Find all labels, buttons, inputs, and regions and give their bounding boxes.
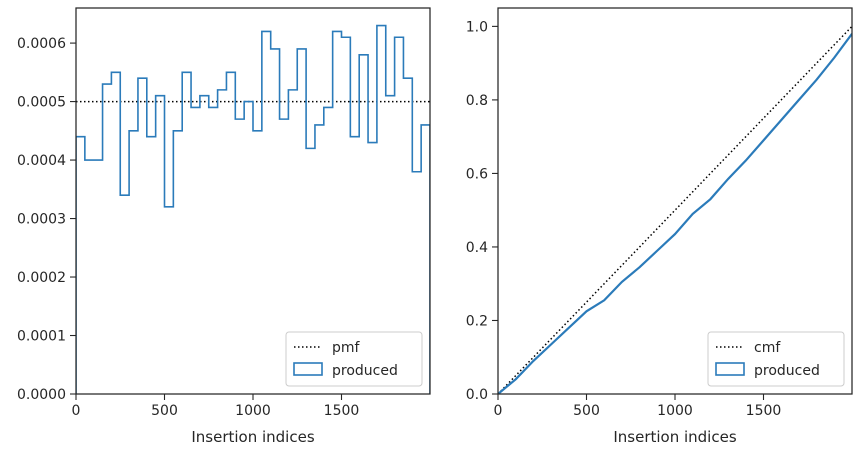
legend-produced-swatch <box>293 362 323 376</box>
y-tick-label: 0.4 <box>466 240 488 256</box>
legend-box <box>707 331 845 387</box>
y-tick-label: 0.6 <box>466 166 488 182</box>
x-tick-label: 1500 <box>746 403 782 419</box>
x-tick-label: 1000 <box>657 403 693 419</box>
y-tick-label: 0.0004 <box>17 153 66 169</box>
legend-box <box>285 331 423 387</box>
y-tick-label: 0.0005 <box>17 95 66 111</box>
legend: cmf produced <box>707 331 845 387</box>
x-tick-label: 1500 <box>324 403 360 419</box>
y-tick-label: 0.0 <box>466 387 488 403</box>
y-tick-label: 0.8 <box>466 93 488 109</box>
legend-produced-label: produced <box>332 363 398 379</box>
right-chart-cmf: 0 500 1000 1500 0.0 0.2 0.4 0.6 0.8 1.0 Insertion … <box>466 7 853 446</box>
y-tick-label: 0.0006 <box>17 36 66 52</box>
x-axis-label: Insertion indices <box>613 428 736 446</box>
y-tick-label: 1.0 <box>466 19 488 35</box>
y-tick-label: 0.0000 <box>17 387 66 403</box>
left-chart-pmf: 0 500 1000 1500 0.0000 0.0001 0.0002 0.0003 0.00… <box>17 7 431 446</box>
y-tick-label: 0.0003 <box>17 212 66 228</box>
legend: pmf produced <box>285 331 423 387</box>
x-tick-label: 1000 <box>235 403 271 419</box>
x-tick-label: 500 <box>573 403 600 419</box>
plot-area <box>76 24 430 394</box>
legend-reference-label: cmf <box>754 340 781 356</box>
cmf-reference-line <box>498 25 852 394</box>
legend-reference-label: pmf <box>332 340 361 356</box>
y-tick-label: 0.2 <box>466 313 488 329</box>
legend-produced-swatch <box>715 362 745 376</box>
x-tick-label: 0 <box>72 403 81 419</box>
produced-cumulative-line <box>498 33 852 394</box>
x-tick-label: 0 <box>494 403 503 419</box>
x-tick-label: 500 <box>151 403 178 419</box>
y-tick-label: 0.0001 <box>17 329 66 345</box>
produced-step-line <box>76 24 430 394</box>
legend-produced-label: produced <box>754 363 820 379</box>
x-axis-label: Insertion indices <box>191 428 314 446</box>
plot-area <box>498 25 852 394</box>
y-tick-label: 0.0002 <box>17 270 66 286</box>
